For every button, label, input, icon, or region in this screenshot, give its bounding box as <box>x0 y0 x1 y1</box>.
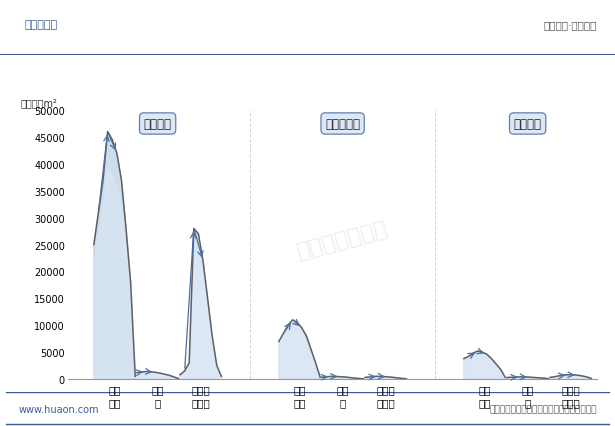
Text: 华经产业研究院: 华经产业研究院 <box>295 218 391 261</box>
Polygon shape <box>137 371 178 379</box>
Text: 新开工面积: 新开工面积 <box>325 118 360 131</box>
Polygon shape <box>507 377 549 379</box>
Polygon shape <box>279 329 320 379</box>
Polygon shape <box>365 377 407 379</box>
Text: 数据来源：国家统计局，华经产业研究院整理: 数据来源：国家统计局，华经产业研究院整理 <box>489 404 597 414</box>
Polygon shape <box>94 169 135 379</box>
Polygon shape <box>464 351 505 379</box>
Polygon shape <box>365 377 407 379</box>
Polygon shape <box>322 377 363 379</box>
Text: 施工面积: 施工面积 <box>144 118 172 131</box>
Polygon shape <box>279 320 320 379</box>
Text: www.huaon.com: www.huaon.com <box>18 404 99 414</box>
Text: 单位：万m²: 单位：万m² <box>20 98 57 108</box>
Polygon shape <box>464 355 505 379</box>
Text: 华经情报网: 华经情报网 <box>25 20 58 30</box>
Text: 竣工面积: 竣工面积 <box>514 118 542 131</box>
Polygon shape <box>180 229 221 379</box>
Text: 专业严谨·客观科学: 专业严谨·客观科学 <box>543 20 597 30</box>
Polygon shape <box>322 377 363 379</box>
Text: 2016-2024年1-10月安徽省房地产施工面积情况: 2016-2024年1-10月安徽省房地产施工面积情况 <box>172 71 443 86</box>
Polygon shape <box>94 132 135 379</box>
Polygon shape <box>180 251 221 379</box>
Polygon shape <box>550 375 592 379</box>
Polygon shape <box>550 375 592 379</box>
Polygon shape <box>507 377 549 379</box>
Polygon shape <box>137 373 178 379</box>
